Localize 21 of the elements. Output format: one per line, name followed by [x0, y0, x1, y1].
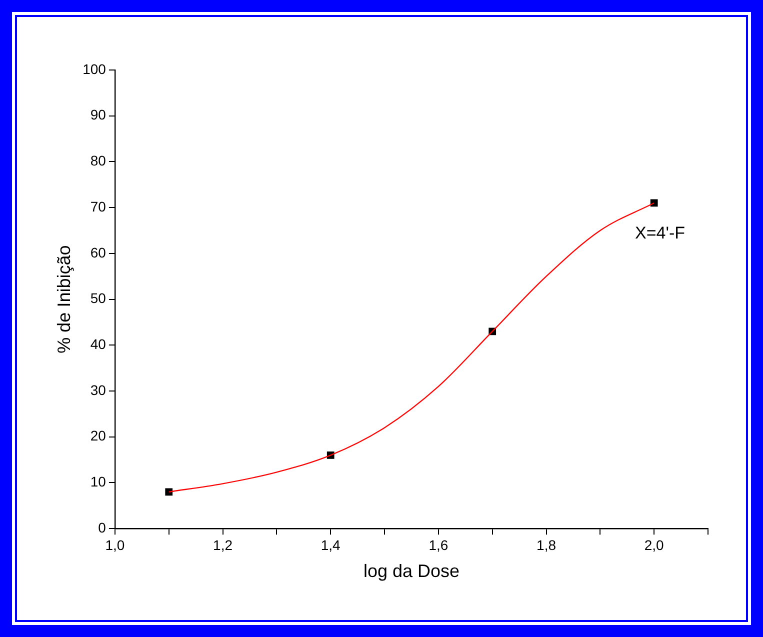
x-tick-label: 1,4: [320, 536, 341, 553]
x-tick-label: 1,6: [428, 536, 448, 553]
y-tick-label: 30: [90, 382, 106, 398]
y-tick-label: 40: [90, 336, 106, 352]
y-tick-label: 60: [90, 244, 106, 260]
y-tick-label: 90: [90, 106, 106, 123]
annotation: X=4'-F: [634, 224, 686, 243]
y-tick-label: 10: [90, 474, 106, 490]
point: [165, 488, 173, 496]
y-tick-label: 0: [98, 519, 106, 536]
y-tick-label: 100: [82, 60, 106, 77]
y-tick-label: 70: [90, 198, 106, 214]
x-tick-label: 1,2: [213, 536, 233, 553]
x-tick-label: 1,8: [536, 536, 556, 553]
y-axis-title: % de Inibição: [54, 245, 74, 354]
x-tick-label: 1,0: [105, 536, 125, 553]
y-tick-label: 20: [90, 428, 106, 444]
x-axis-title: log da Dose: [363, 561, 460, 582]
x-tick-label: 2,0: [644, 536, 664, 553]
y-tick-label: 50: [90, 290, 106, 306]
y-tick-label: 80: [90, 152, 106, 169]
